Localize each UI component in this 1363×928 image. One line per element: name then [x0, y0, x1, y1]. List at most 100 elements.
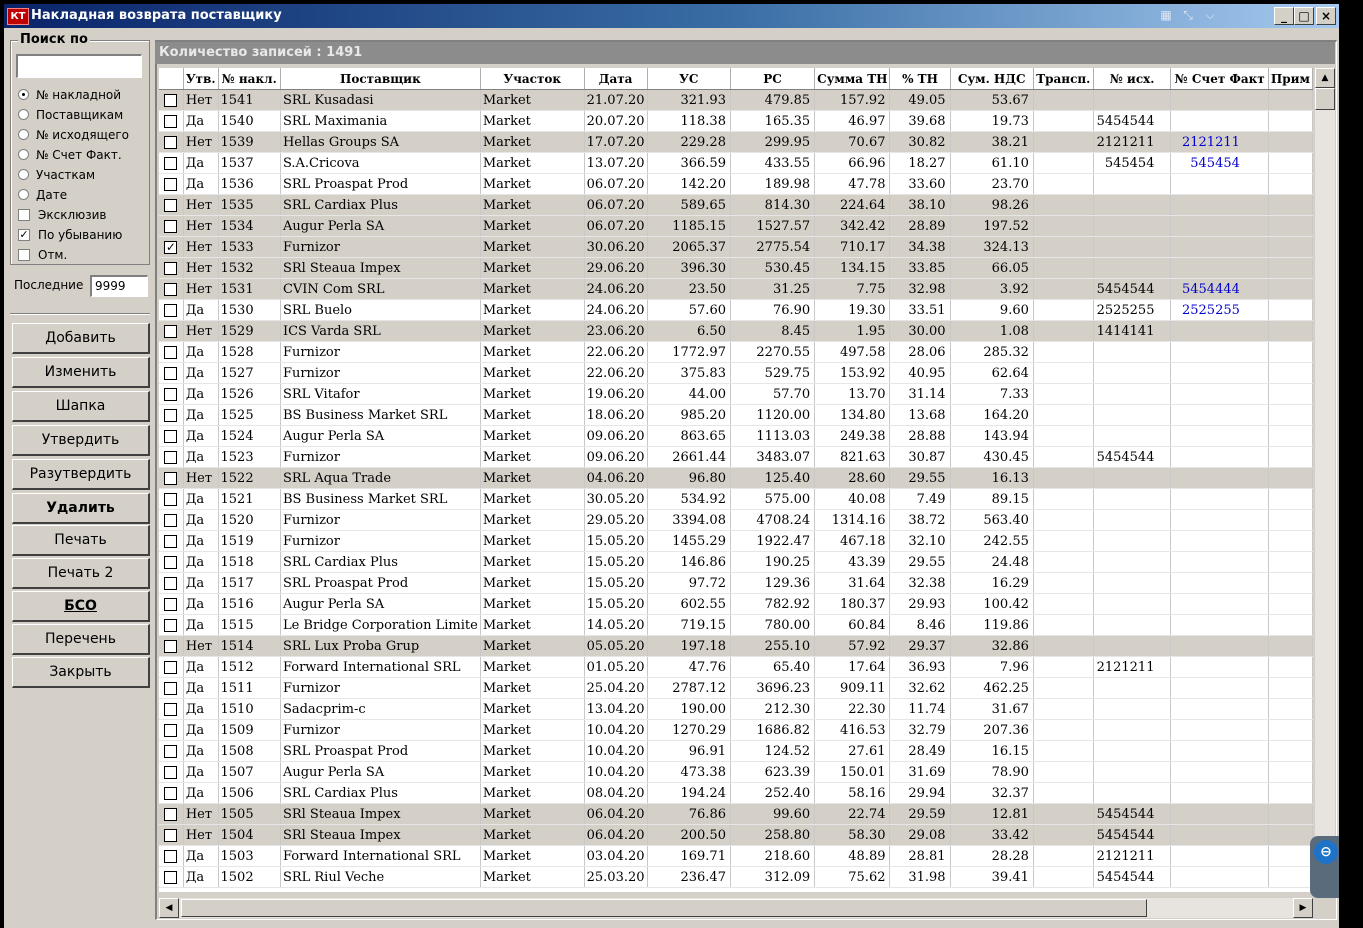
row-checkbox-cell[interactable]: [159, 278, 184, 300]
row-checkbox-cell[interactable]: [159, 824, 184, 846]
table-row[interactable]: Да 1506 SRL Cardiax Plus Market 08.04.20 194.…: [159, 782, 1313, 804]
row-checkbox[interactable]: [164, 723, 178, 737]
table-row[interactable]: Да 1503 Forward International SRL Market 03.…: [159, 845, 1313, 867]
table-row[interactable]: Нет 1505 SRl Steaua Impex Market 06.04.20 76.…: [159, 803, 1313, 825]
column-header-9[interactable]: % ТН: [889, 68, 951, 90]
delete-button[interactable]: Удалить: [12, 493, 150, 524]
column-header-13[interactable]: № Счет Факт: [1170, 68, 1269, 90]
close-button[interactable]: ×: [1316, 7, 1336, 25]
column-header-5[interactable]: Дата: [584, 68, 648, 90]
bso-button[interactable]: БСО: [12, 591, 150, 622]
checkbox-icon[interactable]: [18, 208, 30, 221]
table-row[interactable]: Да 1507 Augur Perla SA Market 10.04.20 473.38…: [159, 761, 1313, 783]
row-checkbox-cell[interactable]: [159, 215, 184, 237]
row-checkbox[interactable]: [164, 870, 178, 884]
table-row[interactable]: Нет 1522 SRL Aqua Trade Market 04.06.20 96.80…: [159, 467, 1313, 489]
row-checkbox-cell[interactable]: [159, 845, 184, 867]
row-checkbox[interactable]: [164, 807, 178, 821]
row-checkbox-cell[interactable]: [159, 425, 184, 447]
row-checkbox-cell[interactable]: [159, 614, 184, 636]
add-button[interactable]: Добавить: [12, 323, 150, 354]
table-row[interactable]: Да 1512 Forward International SRL Market 01.…: [159, 656, 1313, 678]
table-row[interactable]: Да 1509 Furnizor Market 10.04.20 1270.29 1686.…: [159, 719, 1313, 741]
header-button[interactable]: Шапка: [12, 391, 150, 422]
table-row[interactable]: Нет 1539 Hellas Groups SA Market 17.07.20 229…: [159, 131, 1313, 153]
column-header-3[interactable]: Поставщик: [280, 68, 481, 90]
row-checkbox[interactable]: [164, 702, 178, 716]
row-checkbox[interactable]: [164, 429, 178, 443]
row-checkbox-cell[interactable]: [159, 341, 184, 363]
row-checkbox[interactable]: [164, 198, 178, 212]
table-row[interactable]: Да 1528 Furnizor Market 22.06.20 1772.97 2270.…: [159, 341, 1313, 363]
table-row[interactable]: Да 1527 Furnizor Market 22.06.20 375.83 529.75…: [159, 362, 1313, 384]
row-checkbox[interactable]: [164, 93, 178, 107]
row-checkbox[interactable]: [164, 786, 178, 800]
table-row[interactable]: Нет 1534 Augur Perla SA Market 06.07.20 1185.…: [159, 215, 1313, 237]
row-checkbox[interactable]: [164, 450, 178, 464]
invoice-grid[interactable]: Утв. № накл. Поставщик Участок Дата УС РС Сумма…: [159, 68, 1313, 892]
chevron-down-icon[interactable]: ⌵: [1205, 8, 1215, 22]
row-checkbox[interactable]: [164, 681, 178, 695]
row-checkbox[interactable]: [164, 114, 178, 128]
row-checkbox-cell[interactable]: [159, 761, 184, 783]
row-checkbox-cell[interactable]: [159, 530, 184, 552]
approve-button[interactable]: Утвердить: [12, 425, 150, 456]
column-header-4[interactable]: Участок: [480, 68, 585, 90]
row-checkbox[interactable]: [164, 597, 178, 611]
row-checkbox-cell[interactable]: [159, 635, 184, 657]
hscroll-thumb[interactable]: [181, 899, 1147, 917]
row-checkbox-cell[interactable]: [159, 320, 184, 342]
table-row[interactable]: Да 1536 SRL Proaspat Prod Market 06.07.20 142…: [159, 173, 1313, 195]
table-row[interactable]: Нет 1535 SRL Cardiax Plus Market 06.07.20 589…: [159, 194, 1313, 216]
row-checkbox[interactable]: [164, 366, 178, 380]
row-checkbox[interactable]: [164, 282, 178, 296]
row-checkbox-cell[interactable]: [159, 572, 184, 594]
column-header-12[interactable]: № исх.: [1093, 68, 1172, 90]
table-row[interactable]: Да 1511 Furnizor Market 25.04.20 2787.12 3696.…: [159, 677, 1313, 699]
row-checkbox[interactable]: [164, 744, 178, 758]
row-checkbox-cell[interactable]: [159, 488, 184, 510]
table-row[interactable]: Да 1523 Furnizor Market 09.06.20 2661.44 3483.…: [159, 446, 1313, 468]
minimize-button[interactable]: _: [1274, 7, 1294, 25]
close-button[interactable]: Закрыть: [12, 657, 150, 688]
table-row[interactable]: Да 1526 SRL Vitafor Market 19.06.20 44.00 57.7…: [159, 383, 1313, 405]
row-checkbox-cell[interactable]: [159, 446, 184, 468]
search-option-8[interactable]: Отм.: [18, 246, 67, 264]
table-row[interactable]: Да 1530 SRL Buelo Market 24.06.20 57.60 76.90 1…: [159, 299, 1313, 321]
search-option-7[interactable]: ✓ По убыванию: [18, 226, 122, 244]
table-row[interactable]: Да 1520 Furnizor Market 29.05.20 3394.08 4708.…: [159, 509, 1313, 531]
row-checkbox-cell[interactable]: [159, 803, 184, 825]
table-row[interactable]: Да 1508 SRL Proaspat Prod Market 10.04.20 96.…: [159, 740, 1313, 762]
table-row[interactable]: Да 1521 BS Business Market SRL Market 30.05.…: [159, 488, 1313, 510]
row-checkbox-cell[interactable]: [159, 152, 184, 174]
checkbox-icon[interactable]: [18, 248, 30, 261]
radio-icon[interactable]: [18, 109, 29, 120]
column-header-8[interactable]: Сумма ТН: [814, 68, 891, 90]
table-row[interactable]: Нет 1514 SRL Lux Proba Grup Market 05.05.20 1…: [159, 635, 1313, 657]
row-checkbox[interactable]: [164, 618, 178, 632]
row-checkbox-cell[interactable]: [159, 383, 184, 405]
grid-icon[interactable]: ▦: [1160, 8, 1172, 22]
column-header-10[interactable]: Сум. НДС: [950, 68, 1034, 90]
row-checkbox[interactable]: [164, 387, 178, 401]
row-checkbox[interactable]: [164, 261, 178, 275]
row-checkbox[interactable]: [164, 639, 178, 653]
row-checkbox[interactable]: [164, 828, 178, 842]
row-checkbox[interactable]: [164, 660, 178, 674]
row-checkbox-cell[interactable]: [159, 89, 184, 111]
column-header-14[interactable]: Прим: [1268, 68, 1313, 90]
edit-button[interactable]: Изменить: [12, 357, 150, 388]
scroll-left-icon[interactable]: ◀: [159, 898, 179, 918]
row-checkbox-cell[interactable]: [159, 362, 184, 384]
search-option-0[interactable]: № накладной: [18, 86, 121, 104]
table-row[interactable]: Да 1537 S.A.Cricova Market 13.07.20 366.59 433…: [159, 152, 1313, 174]
column-header-7[interactable]: РС: [730, 68, 816, 90]
last-count-input[interactable]: 9999: [90, 275, 148, 297]
table-row[interactable]: Да 1524 Augur Perla SA Market 09.06.20 863.65…: [159, 425, 1313, 447]
table-row[interactable]: Да 1525 BS Business Market SRL Market 18.06.…: [159, 404, 1313, 426]
column-header-11[interactable]: Трансп.: [1033, 68, 1094, 90]
row-checkbox-cell[interactable]: [159, 509, 184, 531]
column-header-2[interactable]: № накл.: [218, 68, 281, 90]
row-checkbox[interactable]: ✓: [164, 239, 178, 254]
row-checkbox-cell[interactable]: [159, 194, 184, 216]
